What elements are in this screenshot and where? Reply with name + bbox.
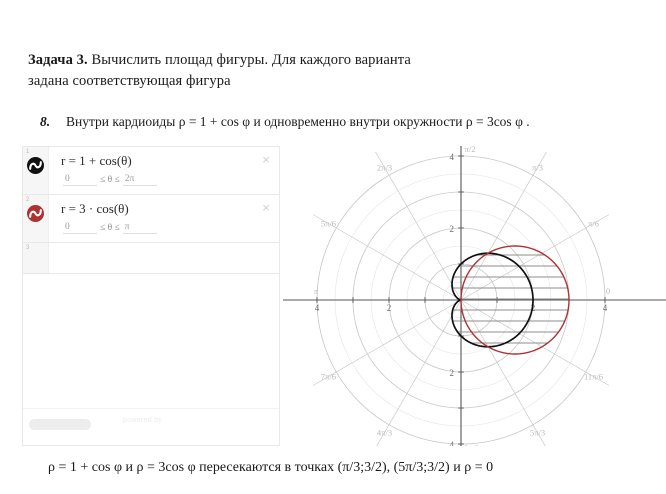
svg-text:π/3: π/3 [532, 162, 543, 172]
domain-min-input[interactable]: 0 [63, 222, 97, 234]
row-index: 2 [26, 197, 30, 203]
item-text-part2: и одновременно внутри окружности [250, 114, 466, 129]
conclusion-conj1: и [122, 460, 137, 475]
domain-min-input[interactable]: 0 [63, 174, 97, 186]
shaded-region-hatch [452, 254, 569, 354]
close-icon[interactable]: × [262, 200, 270, 215]
svg-text:2π/3: 2π/3 [377, 162, 392, 172]
conclusion-formula-pole: ρ = 0 [464, 460, 494, 475]
row-index: 1 [26, 149, 30, 155]
expression-gutter[interactable]: 1 [23, 147, 49, 194]
domain-operator: ≤ θ ≤ [100, 175, 120, 185]
svg-text:2: 2 [450, 224, 455, 234]
svg-text:7π/6: 7π/6 [321, 372, 336, 382]
item-formula-cardioid: ρ = 1 + cos φ [178, 114, 251, 129]
item-text-part3: . [522, 114, 530, 129]
polar-curve-icon[interactable] [27, 157, 44, 174]
svg-text:5π/6: 5π/6 [321, 219, 336, 229]
conclusion-point-2: (5π/3;3/2) [390, 460, 450, 475]
conclusion-line: ρ = 1 + cos φ и ρ = 3cos φ пересекаются … [48, 458, 648, 478]
row-index: 3 [26, 245, 30, 251]
domain-max-input[interactable]: π [122, 222, 157, 234]
item-text-part1: Внутри кардиоиды [66, 114, 179, 129]
item-number: 8. [40, 114, 51, 129]
conclusion-formula-cardioid: ρ = 1 + cos φ [48, 460, 123, 475]
problem-item: 8. Внутри кардиоиды ρ = 1 + cos φ и одно… [40, 112, 640, 132]
svg-text:4: 4 [315, 303, 320, 313]
expression-domain[interactable]: 0 ≤ θ ≤ 2π [63, 174, 157, 186]
conclusion-conj2: и [449, 460, 465, 475]
expression-text[interactable]: r = 1 + cos(θ) [61, 153, 132, 168]
svg-text:2: 2 [450, 368, 455, 378]
keyboard-button[interactable] [29, 419, 91, 430]
svg-text:4π/3: 4π/3 [377, 428, 392, 438]
svg-text:π/2: π/2 [465, 146, 476, 154]
expression-gutter[interactable]: 3 [23, 243, 49, 273]
expression-list: 1 r = 1 + cos(θ) 0 ≤ θ ≤ 2π × [23, 147, 279, 274]
svg-text:4: 4 [603, 303, 608, 313]
svg-text:2: 2 [387, 303, 392, 313]
svg-text:4: 4 [450, 440, 455, 446]
expression-text[interactable]: r = 3 · cos(θ) [61, 201, 129, 216]
close-icon[interactable]: × [262, 152, 270, 167]
conclusion-text: пересекаются в точках [195, 460, 338, 475]
svg-text:3π/2: 3π/2 [464, 443, 479, 446]
expression-domain[interactable]: 0 ≤ θ ≤ π [63, 222, 157, 234]
expression-gutter[interactable]: 2 [23, 195, 49, 242]
calculator-footer: powered by [23, 408, 279, 445]
domain-max-input[interactable]: 2π [122, 174, 157, 186]
svg-text:4: 4 [450, 152, 455, 162]
polar-curve-icon[interactable] [27, 205, 44, 222]
graphing-calculator-panel[interactable]: 1 r = 1 + cos(θ) 0 ≤ θ ≤ 2π × [22, 146, 280, 446]
problem-label: Задача 3. [28, 52, 88, 68]
item-formula-circle: ρ = 3cos φ [465, 114, 523, 129]
problem-heading: Задача 3. Вычислить площад фигуры. Для к… [28, 50, 448, 92]
brand-label: powered by [123, 417, 163, 424]
svg-text:0: 0 [606, 286, 610, 296]
svg-text:π: π [314, 286, 319, 296]
angle-labels: 0 π/6 π/3 π/2 2π/3 5π/6 π 7π/6 4π/3 3π/2 5π/3 11π/6 [314, 146, 610, 446]
expression-row[interactable]: 1 r = 1 + cos(θ) 0 ≤ θ ≤ 2π × [23, 147, 279, 195]
item-text: Внутри кардиоиды ρ = 1 + cos φ и одновре… [66, 112, 530, 132]
svg-text:11π/6: 11π/6 [584, 372, 603, 382]
problem-statement: Вычислить площад фигуры. Для каждого вар… [28, 52, 411, 89]
expression-row-empty[interactable]: 3 [23, 243, 279, 274]
curve-circle[interactable] [460, 245, 570, 355]
domain-operator: ≤ θ ≤ [100, 223, 120, 233]
conclusion-formula-circle: ρ = 3cos φ [136, 460, 196, 475]
conclusion-point-1: (π/3;3/2), [337, 460, 391, 475]
svg-text:5π/3: 5π/3 [530, 428, 545, 438]
expression-row[interactable]: 2 r = 3 · cos(θ) 0 ≤ θ ≤ π × [23, 195, 279, 243]
svg-text:π/6: π/6 [588, 219, 599, 229]
